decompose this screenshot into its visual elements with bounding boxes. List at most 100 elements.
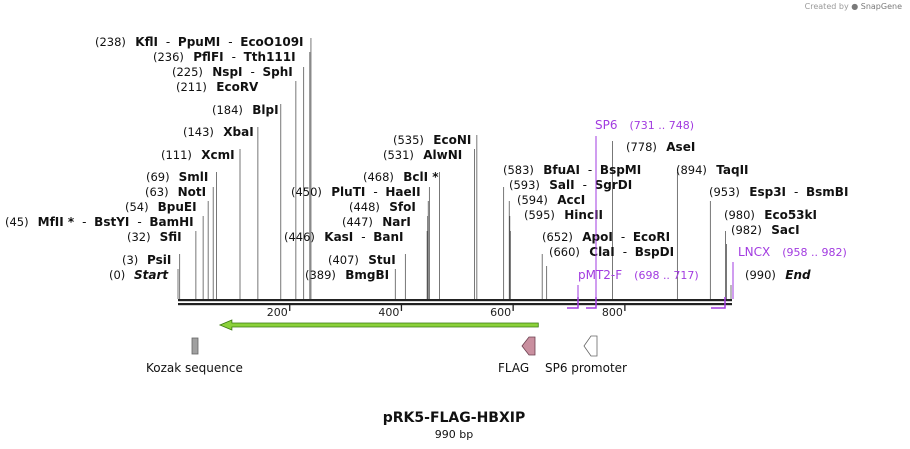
enzyme-separator: - xyxy=(166,35,170,49)
site-label-start: (0) Start xyxy=(109,268,169,282)
primer-lncx-bind-mark xyxy=(711,297,726,309)
site-label-psii: (3) PsiI xyxy=(122,253,171,267)
enzyme-name: Start xyxy=(134,268,169,282)
site-label-alwni: (531) AlwNI xyxy=(383,148,462,162)
enzyme-name: EcoO109I xyxy=(240,35,303,49)
site-label-hincii: (595) HincII xyxy=(524,208,603,222)
enzyme-name: AccI xyxy=(557,193,585,207)
enzyme-name: SalI xyxy=(549,178,574,192)
site-label-sali: (593) SalI - SgrDI xyxy=(509,178,632,192)
tick-label-800: 800 xyxy=(602,306,623,319)
enzyme-name: BamHI xyxy=(149,215,193,229)
site-position: (583) xyxy=(503,163,534,177)
enzyme-name: BfuAI xyxy=(543,163,580,177)
site-position: (63) xyxy=(145,185,169,199)
enzyme-name: PflFI xyxy=(193,50,223,64)
site-position: (211) xyxy=(176,80,207,94)
site-position: (953) xyxy=(709,185,740,199)
enzyme-name: SgrDI xyxy=(595,178,633,192)
site-position: (447) xyxy=(342,215,373,229)
site-label-xcmi: (111) XcmI xyxy=(161,148,235,162)
site-position: (595) xyxy=(524,208,555,222)
site-label-end: (990) End xyxy=(745,268,811,282)
site-label-mfii: (45) MfII * - BstYI - BamHI xyxy=(5,215,194,229)
enzyme-name: Eco53kI xyxy=(764,208,817,222)
tick-label-400: 400 xyxy=(378,306,399,319)
site-label-stui: (407) StuI xyxy=(328,253,396,267)
site-position: (184) xyxy=(212,103,243,117)
site-label-ecorv: (211) EcoRV xyxy=(176,80,259,94)
site-position: (660) xyxy=(549,245,580,259)
kozak-sequence-box xyxy=(191,337,199,355)
enzyme-separator: - xyxy=(794,185,798,199)
enzyme-name: XbaI xyxy=(223,125,253,139)
site-position: (980) xyxy=(724,208,755,222)
site-position: (45) xyxy=(5,215,29,229)
enzyme-separator: - xyxy=(588,163,592,177)
enzyme-name: XcmI xyxy=(201,148,234,162)
cut-lines xyxy=(177,38,732,299)
site-position: (778) xyxy=(626,140,657,154)
enzyme-name: PpuMI xyxy=(178,35,220,49)
site-position: (894) xyxy=(676,163,707,177)
axis-ticks: 200 400 600 800 xyxy=(267,305,626,319)
enzyme-name: TaqII xyxy=(716,163,748,177)
site-label-esp3i: (953) Esp3I - BsmBI xyxy=(709,185,848,199)
enzyme-labels: (238) KflI - PpuMI - EcoO109I(236) PflFI - Tth11… xyxy=(5,35,848,282)
enzyme-separator: - xyxy=(361,230,365,244)
site-label-bmgbi: (389) BmgBI xyxy=(305,268,389,282)
enzyme-separator: - xyxy=(228,35,232,49)
feature-flag-label: FLAG xyxy=(498,361,529,375)
primer-lncx-name: LNCX xyxy=(738,245,770,259)
site-position: (535) xyxy=(393,133,424,147)
enzyme-name: SfoI xyxy=(389,200,416,214)
site-position: (143) xyxy=(183,125,214,139)
enzyme-name: BspMI xyxy=(600,163,641,177)
enzyme-name: SacI xyxy=(771,223,799,237)
enzyme-name: BanI xyxy=(373,230,403,244)
site-label-bfuai: (583) BfuAI - BspMI xyxy=(503,163,641,177)
enzyme-name: ApoI xyxy=(582,230,613,244)
site-position: (32) xyxy=(127,230,151,244)
enzyme-name: SfiI xyxy=(160,230,182,244)
primer-sp6-bind-mark xyxy=(586,297,597,309)
site-label-blpi: (184) BlpI xyxy=(212,103,279,117)
watermark-prefix: Created by xyxy=(804,2,849,11)
enzyme-separator: - xyxy=(583,178,587,192)
site-position: (54) xyxy=(125,200,149,214)
primer-sp6-range: (731 .. 748) xyxy=(629,119,694,132)
enzyme-name: BsmBI xyxy=(806,185,848,199)
enzyme-name: KflI xyxy=(135,35,158,49)
site-position: (531) xyxy=(383,148,414,162)
orf-arrow-reverse xyxy=(218,319,539,331)
primer-pmt2f-name: pMT2-F xyxy=(578,268,622,282)
plasmid-name: pRK5-FLAG-HBXIP xyxy=(383,410,525,426)
enzyme-separator: - xyxy=(82,215,86,229)
site-position: (446) xyxy=(284,230,315,244)
enzyme-name: HaeII xyxy=(385,185,420,199)
primer-sp6-name: SP6 xyxy=(595,118,618,132)
enzyme-name: HincII xyxy=(564,208,603,222)
site-position: (225) xyxy=(172,65,203,79)
enzyme-name: NotI xyxy=(178,185,207,199)
enzyme-separator: - xyxy=(621,230,625,244)
plasmid-length: 990 bp xyxy=(435,428,473,441)
enzyme-name: KasI xyxy=(324,230,353,244)
enzyme-name: BclI * xyxy=(403,170,439,184)
site-position: (982) xyxy=(731,223,762,237)
site-position: (990) xyxy=(745,268,776,282)
site-label-noti: (63) NotI xyxy=(145,185,206,199)
enzyme-name: BlpI xyxy=(252,103,278,117)
enzyme-name: BspDI xyxy=(635,245,674,259)
tick-label-200: 200 xyxy=(267,306,288,319)
title-block: pRK5-FLAG-HBXIP 990 bp xyxy=(383,410,525,441)
site-position: (652) xyxy=(542,230,573,244)
enzyme-name: AlwNI xyxy=(423,148,462,162)
snapgene-logo-icon: ● xyxy=(851,2,859,11)
enzyme-separator: - xyxy=(137,215,141,229)
enzyme-name: NarI xyxy=(382,215,411,229)
enzyme-name: AseI xyxy=(666,140,695,154)
site-label-kfli: (238) KflI - PpuMI - EcoO109I xyxy=(95,35,304,49)
site-position: (593) xyxy=(509,178,540,192)
site-position: (111) xyxy=(161,148,192,162)
